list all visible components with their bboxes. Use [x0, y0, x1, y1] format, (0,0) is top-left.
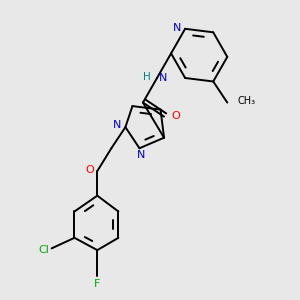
Text: CH₃: CH₃	[237, 96, 255, 106]
Text: N: N	[112, 120, 121, 130]
Text: Cl: Cl	[38, 245, 49, 255]
Text: N: N	[137, 150, 146, 160]
Text: F: F	[94, 279, 101, 289]
Text: O: O	[171, 111, 180, 121]
Text: N: N	[173, 23, 182, 33]
Text: H: H	[143, 72, 151, 82]
Text: N: N	[158, 73, 167, 83]
Text: O: O	[85, 165, 94, 175]
